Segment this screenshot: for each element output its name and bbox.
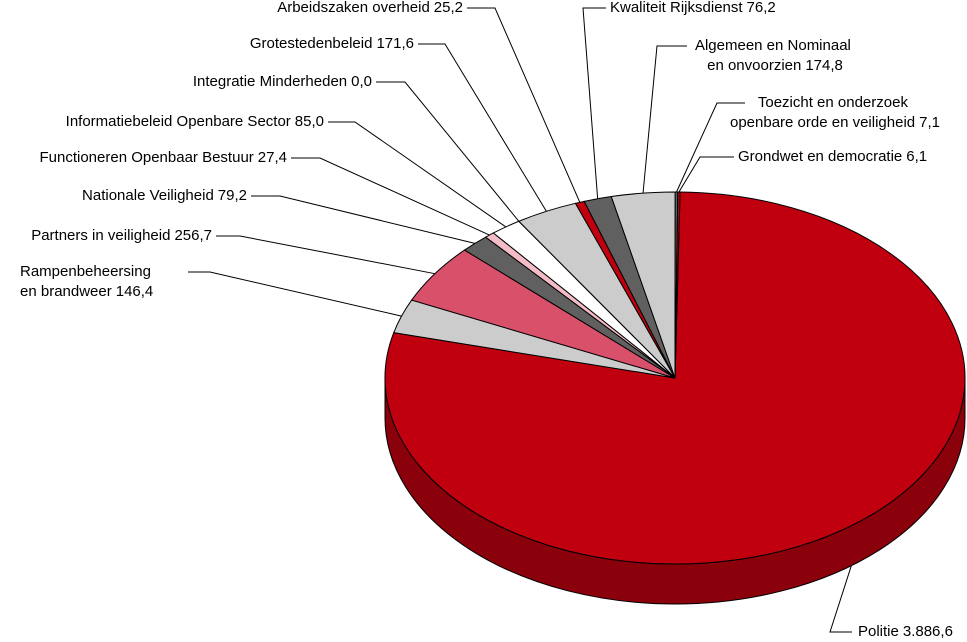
- label-line: Arbeidszaken overheid: [277, 0, 430, 16]
- label-line: en onvoorzien: [707, 57, 801, 74]
- slice-label: Algemeen en Nominaal en onvoorzien: [695, 37, 855, 74]
- slice-label: Arbeidszaken overheid: [277, 0, 430, 16]
- leader-line: [251, 195, 475, 244]
- leader-line: [328, 121, 507, 228]
- value-label: 76,2: [747, 0, 776, 16]
- leader-line: [418, 43, 547, 212]
- value-label: 79,2: [218, 187, 247, 204]
- leader-line: [582, 7, 606, 199]
- value-label: 7,1: [919, 114, 940, 131]
- leader-line: [216, 235, 436, 275]
- slice-label: Toezicht en onderzoek openbare orde en v…: [730, 94, 915, 131]
- label-line: en brandweer: [20, 283, 112, 300]
- value-label: 256,7: [174, 227, 212, 244]
- label-line: Rampenbeheersing: [20, 263, 155, 280]
- label-line: Nationale Veiligheid: [82, 187, 214, 204]
- label-line: Algemeen en Nominaal: [695, 37, 855, 54]
- label-line: Kwaliteit Rijksdienst: [610, 0, 743, 16]
- slice-label: Informatiebeleid Openbare Sector: [66, 113, 291, 130]
- leader-line: [467, 7, 581, 203]
- leader-line: [678, 156, 734, 193]
- value-label: 171,6: [376, 35, 414, 52]
- value-label: 85,0: [295, 113, 324, 130]
- leader-line: [376, 81, 520, 222]
- value-label: 25,2: [434, 0, 463, 16]
- slice-label: Grondwet en democratie: [738, 148, 902, 165]
- value-label: 27,4: [258, 149, 287, 166]
- slice-label: Rampenbeheersing en brandweer: [20, 263, 155, 300]
- value-label: 6,1: [906, 148, 927, 165]
- label-line: Partners in veiligheid: [31, 227, 170, 244]
- slice-label: Partners in veiligheid: [31, 227, 170, 244]
- slice: [674, 191, 681, 379]
- label-line: Functioneren Openbaar Bestuur: [39, 149, 253, 166]
- label-line: Grotestedenbeleid: [250, 35, 373, 52]
- slice-label: Kwaliteit Rijksdienst: [610, 0, 743, 16]
- leader-line: [676, 102, 745, 193]
- value-label: 0,0: [351, 73, 372, 90]
- value-label: 174,8: [805, 57, 843, 74]
- label-line: Politie: [858, 623, 899, 640]
- label-line: Integratie Minderheden: [193, 73, 347, 90]
- slice-label: Integratie Minderheden: [193, 73, 347, 90]
- label-line: Informatiebeleid Openbare Sector: [66, 113, 291, 130]
- label-line: openbare orde en veiligheid: [730, 114, 915, 131]
- slice-label: Functioneren Openbaar Bestuur: [39, 149, 253, 166]
- value-label: 3.886,6: [903, 623, 953, 640]
- slice-label: Grotestedenbeleid: [250, 35, 373, 52]
- leader-line: [642, 45, 687, 194]
- label-line: Grondwet en democratie: [738, 148, 902, 165]
- leader-line: [291, 157, 490, 236]
- leader-line: [829, 565, 852, 633]
- slice-label: Nationale Veiligheid: [82, 187, 214, 204]
- label-line: Toezicht en onderzoek: [758, 94, 912, 111]
- value-label: 146,4: [116, 283, 154, 300]
- slice-label: Politie: [858, 623, 899, 640]
- leader-line: [188, 271, 402, 317]
